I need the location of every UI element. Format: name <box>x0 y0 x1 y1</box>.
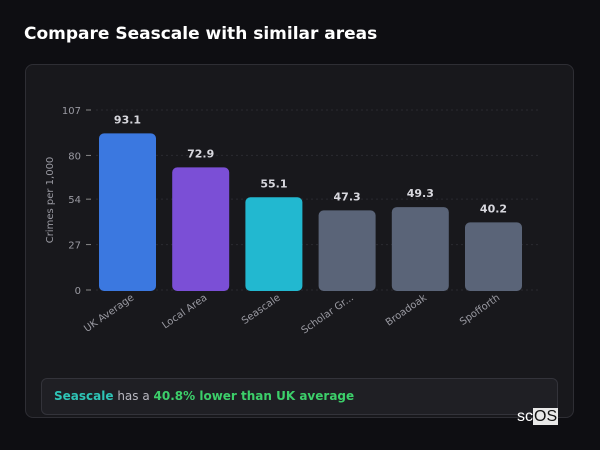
bar[interactable] <box>465 222 522 291</box>
x-tick-label: UK Average <box>82 292 136 334</box>
insight-highlight: 40.8% lower than UK average <box>153 389 355 403</box>
data-label: 47.3 <box>334 190 361 203</box>
y-tick-label: 107 <box>62 106 81 117</box>
logo: scOS <box>517 408 559 425</box>
data-label: 55.1 <box>260 177 287 190</box>
y-tick-label: 27 <box>68 241 81 252</box>
x-tick-label: Scholar Gr... <box>300 292 356 336</box>
x-tick-label: Spofforth <box>458 292 502 328</box>
insight-box: Seascale has a 40.8% lower than UK avera… <box>41 378 558 415</box>
y-axis-label: Crimes per 1,000 <box>45 157 56 244</box>
data-label: 49.3 <box>407 187 434 200</box>
x-tick-label: Broadoak <box>384 292 429 328</box>
page-title: Compare Seascale with similar areas <box>24 24 378 44</box>
y-tick-label: 0 <box>75 286 81 297</box>
insight-text: has a <box>117 389 150 403</box>
y-tick-label: 80 <box>68 151 81 162</box>
bar[interactable] <box>172 167 230 291</box>
x-tick-label: Local Area <box>160 292 209 331</box>
x-tick-label: Seascale <box>240 292 283 326</box>
insight-area: Seascale <box>54 389 114 403</box>
y-tick-label: 54 <box>68 195 81 206</box>
data-label: 40.2 <box>480 202 507 215</box>
bar[interactable] <box>99 133 156 291</box>
bar[interactable] <box>318 210 376 291</box>
data-label: 93.1 <box>114 113 141 126</box>
data-label: 72.9 <box>187 147 214 160</box>
bar[interactable] <box>245 197 303 291</box>
bar[interactable] <box>391 207 449 291</box>
